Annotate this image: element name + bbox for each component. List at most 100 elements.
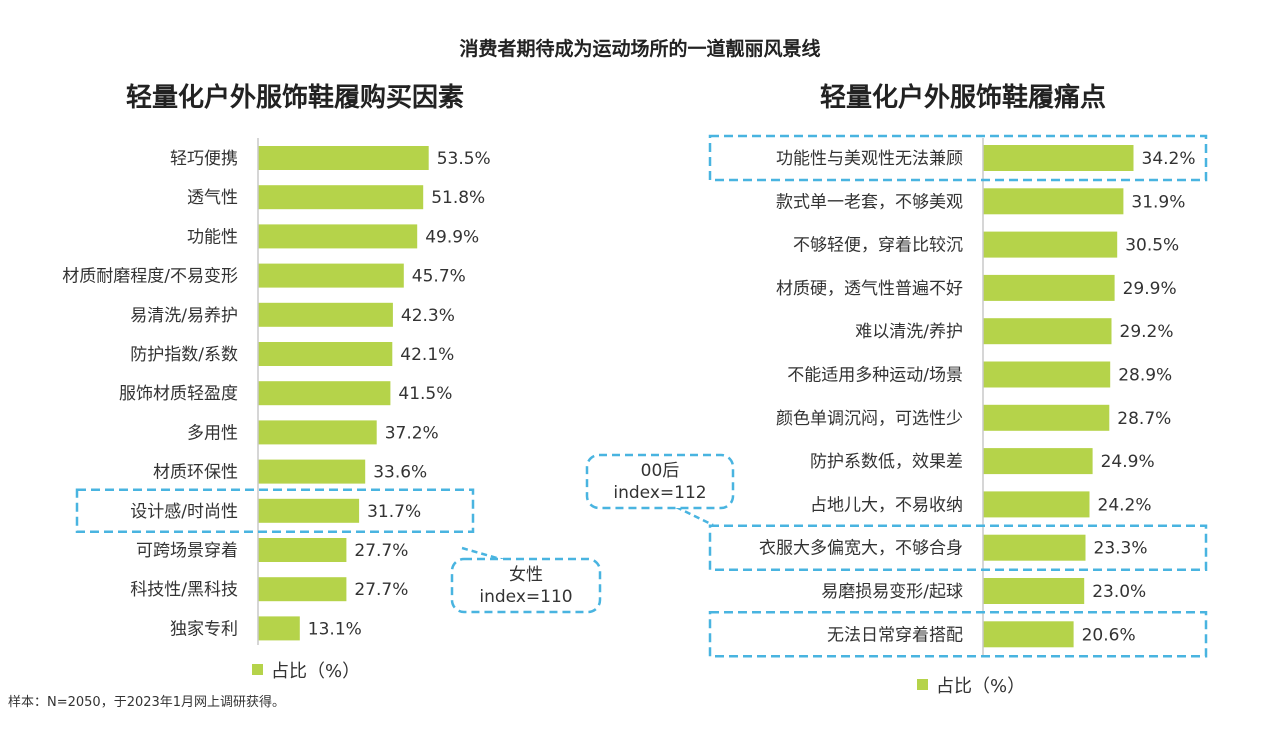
pain-value-label: 29.2% xyxy=(1120,322,1174,342)
sample-note: 样本：N=2050，于2023年1月网上调研获得。 xyxy=(8,694,285,710)
highlight-box xyxy=(708,134,1208,182)
pain-bar xyxy=(983,145,1134,171)
factor-label: 易清洗/易养护 xyxy=(130,306,238,326)
pain-value-label: 28.7% xyxy=(1117,409,1171,429)
factor-value-label: 37.2% xyxy=(385,423,439,443)
factor-bar xyxy=(258,224,418,249)
pain-value-label: 30.5% xyxy=(1125,236,1179,256)
pain-value-label: 28.9% xyxy=(1118,366,1172,386)
legend-pain-points: 占比（%） xyxy=(917,676,1025,697)
pain-label: 款式单一老套，不够美观 xyxy=(776,192,963,212)
factor-bar xyxy=(258,302,393,327)
pain-bar xyxy=(983,274,1115,301)
factor-bar xyxy=(258,381,391,406)
factor-bar xyxy=(258,538,347,562)
pain-bar xyxy=(983,448,1093,475)
factor-label: 轻巧便携 xyxy=(170,149,238,169)
purchase-factors-bar-chart: 轻巧便携 53.5% 透气性 51.8% 功能性 49.9% 材质耐磨程度/不易变形 45.7… xyxy=(62,138,602,645)
callout-text: 00后 xyxy=(641,461,680,481)
pain-value-label: 24.9% xyxy=(1101,452,1155,472)
factor-bar xyxy=(258,459,366,484)
pain-value-label: 31.9% xyxy=(1131,192,1185,212)
factor-label: 多用性 xyxy=(187,423,238,443)
factor-bar xyxy=(258,577,347,602)
factor-value-label: 27.7% xyxy=(354,541,408,561)
factor-bar xyxy=(258,342,393,366)
factor-value-label: 42.3% xyxy=(401,306,455,326)
factor-value-label: 42.1% xyxy=(400,345,454,365)
callout-text: index=110 xyxy=(479,587,572,607)
pain-bar xyxy=(983,534,1086,561)
factor-value-label: 41.5% xyxy=(398,384,452,404)
factor-bar xyxy=(258,420,377,445)
pain-label: 不够轻便，穿着比较沉 xyxy=(793,236,963,256)
pain-label: 衣服大多偏宽大，不够合身 xyxy=(759,539,963,559)
factor-value-label: 33.6% xyxy=(373,463,427,483)
factor-value-label: 49.9% xyxy=(425,227,479,247)
factor-value-label: 31.7% xyxy=(367,502,421,522)
highlight-box xyxy=(75,488,475,534)
callout-connector xyxy=(675,505,714,527)
callout-text: 女性 xyxy=(509,565,543,585)
factor-value-label: 27.7% xyxy=(354,580,408,600)
pain-bar xyxy=(983,491,1090,518)
factor-label: 服饰材质轻盈度 xyxy=(119,384,238,404)
factor-bar xyxy=(258,263,404,288)
pain-bar xyxy=(983,404,1110,431)
legend-label: 占比（%） xyxy=(936,676,1025,697)
pain-label: 易磨损易变形/起球 xyxy=(821,582,963,602)
highlight-box xyxy=(708,611,1208,658)
pain-label: 无法日常穿着搭配 xyxy=(827,625,963,645)
factor-value-label: 13.1% xyxy=(308,619,362,639)
pain-bar xyxy=(983,231,1118,258)
page-title: 消费者期待成为运动场所的一道靓丽风景线 xyxy=(459,37,820,60)
factor-label: 透气性 xyxy=(187,188,238,208)
factor-label: 科技性/黑科技 xyxy=(130,580,238,600)
pain-value-label: 34.2% xyxy=(1142,149,1196,169)
factor-bar xyxy=(258,498,360,523)
chart-title-purchase-factors: 轻量化户外服饰鞋履购买因素 xyxy=(126,82,464,113)
pain-label: 防护系数低，效果差 xyxy=(810,452,963,472)
pain-bar xyxy=(983,188,1124,215)
highlight-box xyxy=(708,524,1208,571)
factor-label: 材质耐磨程度/不易变形 xyxy=(62,267,238,287)
callout-connector xyxy=(461,546,505,562)
pain-bar xyxy=(983,318,1112,345)
factor-label: 可跨场景穿着 xyxy=(136,541,238,561)
factor-label: 材质环保性 xyxy=(153,463,238,483)
factor-label: 防护指数/系数 xyxy=(130,345,238,365)
legend-swatch xyxy=(917,679,928,690)
legend-swatch xyxy=(252,664,263,675)
pain-label: 难以清洗/养护 xyxy=(855,322,963,342)
callout-bubble xyxy=(585,453,735,510)
factor-value-label: 45.7% xyxy=(412,267,466,287)
callout-bubble xyxy=(450,557,602,614)
legend-label: 占比（%） xyxy=(271,661,360,682)
pain-value-label: 29.9% xyxy=(1123,279,1177,299)
pain-bar xyxy=(983,621,1074,648)
factor-bar xyxy=(258,185,424,210)
factor-value-label: 51.8% xyxy=(431,188,485,208)
pain-value-label: 20.6% xyxy=(1082,625,1136,645)
factor-label: 独家专利 xyxy=(170,619,238,639)
pain-points-bar-chart: 功能性与美观性无法兼顾 34.2% 款式单一老套，不够美观 31.9% 不够轻便，穿着比… xyxy=(585,134,1208,658)
pain-value-label: 23.3% xyxy=(1094,539,1148,559)
factor-label: 功能性 xyxy=(187,227,238,247)
pain-bar xyxy=(983,361,1111,388)
factor-value-label: 53.5% xyxy=(437,149,491,169)
pain-label: 功能性与美观性无法兼顾 xyxy=(776,149,963,169)
pain-label: 不能适用多种运动/场景 xyxy=(787,366,963,386)
pain-value-label: 24.2% xyxy=(1098,495,1152,515)
pain-bar xyxy=(983,578,1085,604)
factor-label: 设计感/时尚性 xyxy=(130,502,238,522)
factor-bar xyxy=(258,146,429,170)
legend-purchase-factors: 占比（%） xyxy=(252,661,360,682)
pain-label: 材质硬，透气性普遍不好 xyxy=(776,279,963,299)
pain-label: 占地儿大，不易收纳 xyxy=(810,495,963,515)
factor-bar xyxy=(258,616,300,641)
chart-title-pain-points: 轻量化户外服饰鞋履痛点 xyxy=(820,82,1106,113)
pain-value-label: 23.0% xyxy=(1092,582,1146,602)
pain-label: 颜色单调沉闷，可选性少 xyxy=(776,409,963,429)
